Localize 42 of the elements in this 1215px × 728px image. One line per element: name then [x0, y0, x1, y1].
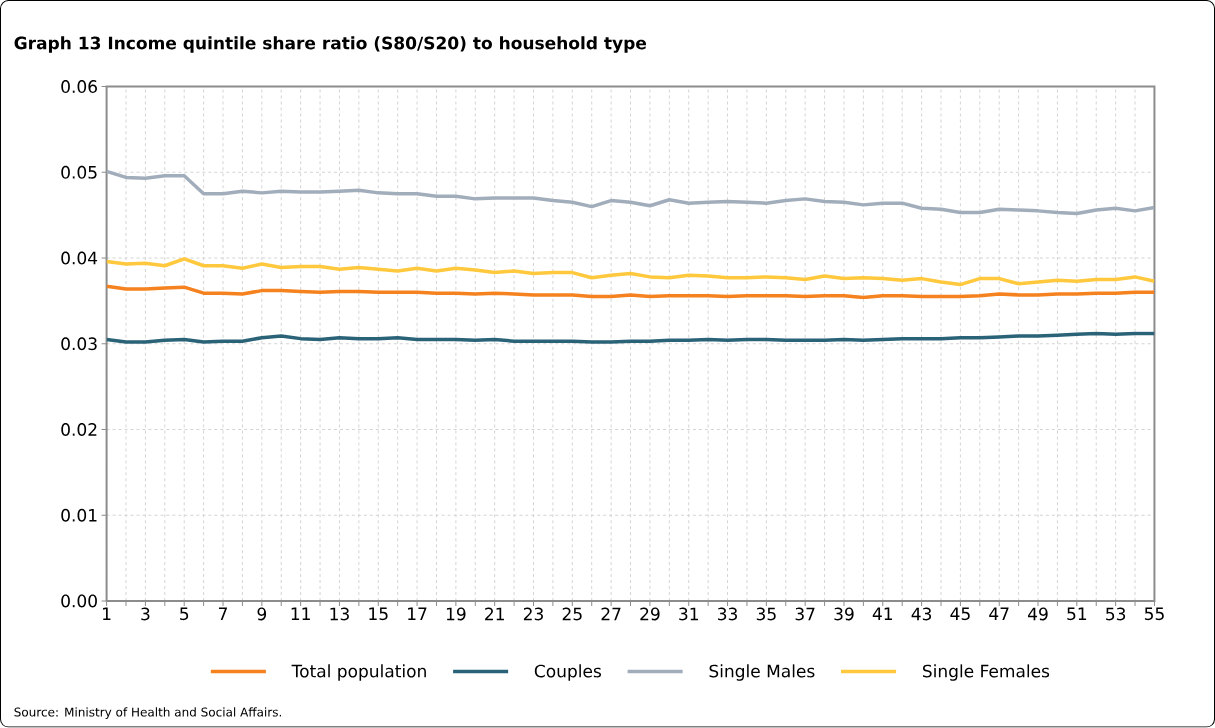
- y-tick-label: 0.02: [61, 423, 97, 437]
- y-tick-label: 0.06: [61, 80, 97, 94]
- x-tick-label: 53: [1106, 607, 1126, 621]
- y-tick-label: 0.01: [61, 509, 97, 522]
- x-tick-label: 9: [257, 607, 267, 621]
- chart-title: Graph 13 Income quintile share ratio (S80/S20) to household type: [14, 36, 647, 54]
- y-tick-label: 0.05: [61, 166, 97, 179]
- x-tick-label: 47: [989, 607, 1009, 621]
- x-tick-label: 3: [141, 607, 150, 621]
- x-tick-label: 13: [330, 607, 349, 621]
- x-tick-label: 23: [523, 607, 543, 621]
- x-tick-label: 21: [485, 607, 504, 621]
- x-tick-label: 37: [795, 607, 815, 621]
- y-tick-label: 0.00: [61, 594, 97, 608]
- x-tick-label: 43: [911, 607, 932, 621]
- x-tick-label: 39: [834, 607, 854, 621]
- legend-label: Couples: [534, 664, 602, 681]
- x-tick-label: 15: [369, 607, 388, 621]
- line-series: [106, 257, 1155, 287]
- x-tick-label: 33: [718, 607, 737, 621]
- x-tick-label: 51: [1067, 607, 1087, 621]
- x-tick-label: 35: [756, 607, 776, 621]
- x-tick-label: 29: [640, 607, 660, 621]
- legend-label: Total population: [291, 664, 426, 681]
- x-tick-label: 27: [601, 607, 621, 621]
- x-tick-label: 25: [562, 607, 582, 621]
- legend-label: Single Females: [922, 664, 1050, 681]
- x-tick-label: 1: [103, 607, 111, 621]
- x-tick-label: 49: [1028, 607, 1048, 621]
- source-note: Source: Ministry of Health and Social Affairs.: [14, 707, 281, 720]
- x-tick-label: 45: [950, 607, 970, 621]
- x-tick-label: 55: [1144, 607, 1164, 621]
- y-tick-label: 0.04: [61, 251, 98, 265]
- x-tick-label: 5: [180, 607, 189, 621]
- y-tick-label: 0.03: [61, 337, 97, 351]
- x-tick-label: 31: [679, 607, 698, 621]
- x-tick-label: 11: [291, 607, 310, 621]
- x-tick-label: 7: [219, 607, 227, 621]
- legend-label: Single Males: [709, 664, 815, 681]
- x-tick-label: 19: [446, 607, 466, 621]
- x-tick-label: 41: [872, 607, 893, 621]
- x-tick-label: 17: [408, 607, 427, 621]
